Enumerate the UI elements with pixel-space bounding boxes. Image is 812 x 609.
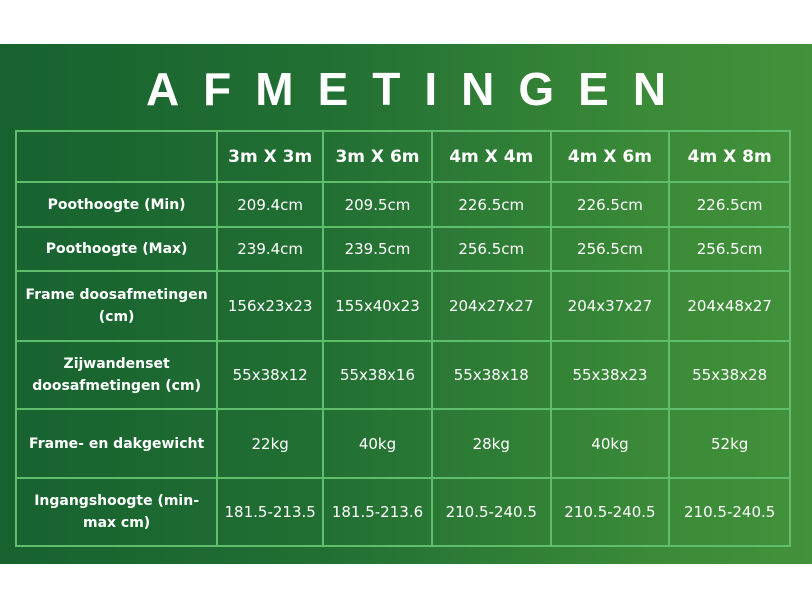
table-cell: 226.5cm [549, 181, 671, 228]
table-cell: 55x38x16 [322, 340, 433, 410]
table-cell: 155x40x23 [322, 270, 433, 342]
table-cell: 226.5cm [668, 181, 791, 228]
table-cell: 55x38x23 [549, 340, 671, 410]
table-cell: 239.4cm [216, 226, 325, 272]
table-cell: 52kg [668, 408, 791, 479]
table-cell: 204x48x27 [668, 270, 791, 342]
row-label: Ingangshoogte (min-max cm) [14, 477, 219, 547]
table-cell: 209.5cm [322, 181, 433, 228]
table-cell: 55x38x18 [430, 340, 552, 410]
column-header: 3m X 3m [216, 130, 325, 183]
header-row: 3m X 3m 3m X 6m 4m X 4m 4m X 6m 4m X 8m [14, 130, 791, 183]
table-cell: 256.5cm [430, 226, 552, 272]
row-label: Poothoogte (Max) [14, 226, 219, 272]
column-header [14, 130, 219, 183]
table-cell: 226.5cm [430, 181, 552, 228]
table-cell: 256.5cm [549, 226, 671, 272]
table-cell: 55x38x12 [216, 340, 325, 410]
dimensions-table: 3m X 3m 3m X 6m 4m X 4m 4m X 6m 4m X 8m Poot… [14, 130, 791, 547]
table-cell: 210.5-240.5 [430, 477, 552, 547]
row-label: Frame doosafmetingen (cm) [14, 270, 219, 342]
column-header: 4m X 8m [668, 130, 791, 183]
table-cell: 210.5-240.5 [668, 477, 791, 547]
table-cell: 156x23x23 [216, 270, 325, 342]
page-title: AFMETINGEN [145, 63, 691, 115]
table-cell: 181.5-213.6 [322, 477, 433, 547]
table-row: Poothoogte (Max) 239.4cm 239.5cm 256.5cm 256… [14, 226, 791, 272]
row-label: Zijwandenset doosafmetingen (cm) [14, 340, 219, 410]
table-row: Frame- en dakgewicht 22kg 40kg 28kg 40kg 52kg [14, 408, 791, 479]
table-row: Ingangshoogte (min-max cm) 181.5-213.5 181… [14, 477, 791, 547]
dimensions-panel: AFMETINGEN 3m X 3m 3m X 6m 4m X 4m 4m X 6m 4… [0, 44, 812, 564]
table-cell: 204x37x27 [549, 270, 671, 342]
table-cell: 28kg [430, 408, 552, 479]
column-header: 4m X 6m [549, 130, 671, 183]
table-row: Frame doosafmetingen (cm) 156x23x23 155x40… [14, 270, 791, 342]
table-cell: 22kg [216, 408, 325, 479]
table-cell: 256.5cm [668, 226, 791, 272]
row-label: Poothoogte (Min) [14, 181, 219, 228]
column-header: 4m X 4m [430, 130, 552, 183]
table-cell: 40kg [322, 408, 433, 479]
table-cell: 40kg [549, 408, 671, 479]
table-row: Zijwandenset doosafmetingen (cm) 55x38x12… [14, 340, 791, 410]
table-cell: 239.5cm [322, 226, 433, 272]
table-row: Poothoogte (Min) 209.4cm 209.5cm 226.5cm 226… [14, 181, 791, 228]
table-cell: 209.4cm [216, 181, 325, 228]
table-cell: 204x27x27 [430, 270, 552, 342]
column-header: 3m X 6m [322, 130, 433, 183]
table-cell: 181.5-213.5 [216, 477, 325, 547]
row-label: Frame- en dakgewicht [14, 408, 219, 479]
table-cell: 210.5-240.5 [549, 477, 671, 547]
table-cell: 55x38x28 [668, 340, 791, 410]
